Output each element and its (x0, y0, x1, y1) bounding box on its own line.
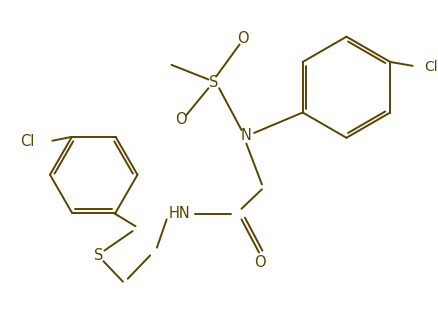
Text: HN: HN (168, 206, 190, 221)
Text: O: O (236, 31, 248, 46)
Text: Cl: Cl (423, 60, 437, 74)
Text: N: N (240, 128, 251, 143)
Text: O: O (175, 112, 187, 127)
Text: O: O (254, 255, 265, 270)
Text: Cl: Cl (21, 134, 35, 149)
Text: S: S (208, 75, 218, 90)
Text: S: S (94, 248, 103, 263)
